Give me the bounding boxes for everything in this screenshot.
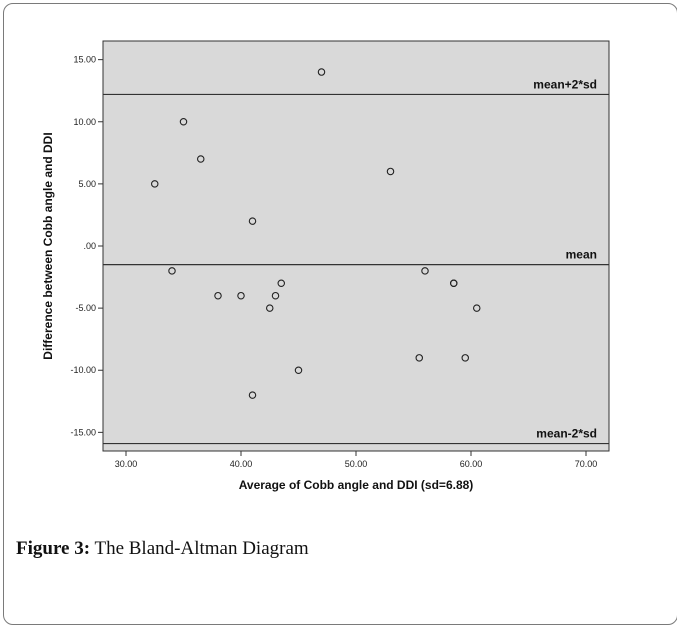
data-point — [179, 118, 188, 126]
data-point — [197, 155, 205, 163]
plot-area — [102, 40, 610, 452]
figure-caption: Figure 3: The Bland-Altman Diagram — [16, 538, 309, 560]
caption-label: Figure 3: — [16, 538, 91, 559]
x-tick-label: 40.00 — [230, 459, 253, 469]
reference-line-label: mean-2*sd — [536, 427, 597, 441]
bland-altman-chart: mean+2*sd mean mean-2*sd 30.00 40.00 50.00 60… — [41, 40, 610, 492]
x-axis-title: Average of Cobb angle and DDI (sd=6.88) — [239, 478, 474, 492]
reference-line-label: mean — [566, 248, 597, 262]
data-point — [472, 304, 481, 312]
y-tick-label: -10.00 — [70, 365, 96, 375]
data-point — [248, 391, 257, 399]
y-tick-label: -5.00 — [75, 303, 96, 313]
data-point — [317, 68, 326, 76]
x-axis: 30.00 40.00 50.00 60.00 70.00 — [115, 451, 598, 469]
reference-line-label: mean+2*sd — [533, 77, 597, 91]
data-point — [277, 279, 285, 288]
y-tick-label: .00 — [83, 241, 96, 251]
y-tick-label: 5.00 — [78, 179, 96, 189]
y-tick-label: -15.00 — [70, 427, 96, 437]
data-point — [421, 267, 429, 275]
y-axis-title: Difference between Cobb angle and DDI — [41, 132, 55, 359]
data-point — [461, 354, 469, 362]
data-point — [271, 291, 280, 300]
data-point — [168, 267, 176, 275]
data-point — [214, 291, 222, 300]
x-tick-label: 50.00 — [345, 459, 368, 469]
y-tick-label: 15.00 — [73, 55, 96, 65]
reference-lines: mean+2*sd mean mean-2*sd — [103, 77, 609, 445]
data-point — [449, 279, 458, 288]
caption-text: The Bland-Altman Diagram — [90, 538, 309, 559]
y-tick-label: 10.00 — [73, 117, 96, 127]
data-points — [151, 68, 481, 399]
data-point — [265, 304, 274, 312]
data-point — [386, 167, 395, 176]
data-point — [237, 291, 245, 300]
x-tick-label: 60.00 — [460, 459, 483, 469]
data-point — [294, 366, 303, 374]
data-point — [415, 354, 423, 362]
data-point — [151, 180, 159, 188]
data-point — [248, 217, 257, 225]
x-tick-label: 30.00 — [115, 459, 138, 469]
y-axis: 15.00 10.00 5.00 .00 -5.00 -10.00 -15.00 — [70, 55, 103, 437]
x-tick-label: 70.00 — [575, 459, 598, 469]
